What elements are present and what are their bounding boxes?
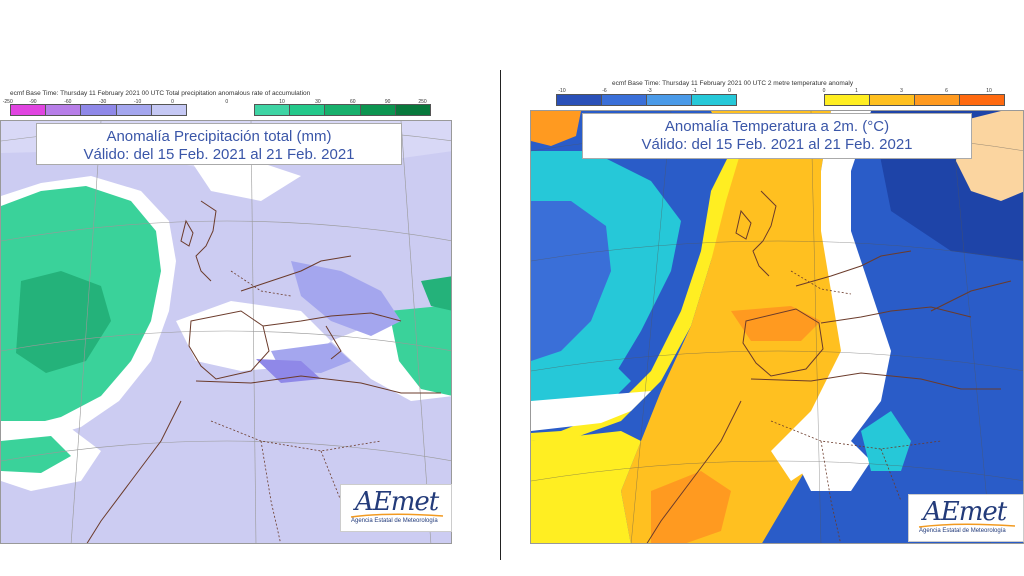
- colorbar-swatch: [646, 94, 692, 106]
- precipitation-map: [0, 120, 452, 544]
- tick: -10: [558, 88, 566, 94]
- logo-subtitle: Agencia Estatal de Meteorología: [351, 518, 438, 524]
- tick: -1: [692, 88, 697, 94]
- tick: -10: [134, 99, 142, 105]
- tick: 30: [315, 99, 321, 105]
- logo-wordmark: AEmet: [355, 487, 439, 517]
- precip-title-line2: Válido: del 15 Feb. 2021 al 21 Feb. 2021: [83, 146, 355, 163]
- logo-subtitle: Agencia Estatal de Meteorología: [919, 528, 1006, 534]
- precip-colorbar-positive: [254, 104, 432, 116]
- temperature-map: [530, 110, 1024, 544]
- logo-swoosh-icon: [350, 513, 444, 518]
- colorbar-swatch: [324, 104, 361, 116]
- tick: -90: [29, 99, 37, 105]
- temp-colorbar-ticks-cold: -10 -6 -3 -1 0: [542, 88, 742, 94]
- temp-colorbar-cold: [556, 94, 737, 106]
- panel-divider: [500, 70, 501, 560]
- logo-wordmark: AEmet: [923, 497, 1007, 527]
- tick: 250: [418, 99, 427, 105]
- colorbar-swatch: [45, 104, 82, 116]
- colorbar-swatch: [601, 94, 647, 106]
- tick: 0: [822, 88, 826, 94]
- colorbar-swatch: [556, 94, 602, 106]
- tick: 0: [225, 99, 229, 105]
- aemet-logo: AEmet Agencia Estatal de Meteorología: [340, 484, 452, 532]
- colorbar-swatch: [115, 104, 152, 116]
- tick: 0: [728, 88, 731, 94]
- tick: 6: [945, 88, 948, 94]
- precip-title-line1: Anomalía Precipitación total (mm): [106, 128, 332, 145]
- tick: 10: [986, 88, 992, 94]
- colorbar-swatch: [359, 104, 396, 116]
- tick: -6: [602, 88, 607, 94]
- logo-swoosh-icon: [918, 523, 1016, 528]
- precip-map-title: Anomalía Precipitación total (mm) Válido…: [36, 123, 402, 165]
- temp-title-line1: Anomalía Temperatura a 2m. (°C): [664, 118, 890, 135]
- temperature-panel: ecmf Base Time: Thursday 11 February 202…: [502, 0, 1024, 576]
- temp-title-line2: Válido: del 15 Feb. 2021 al 21 Feb. 2021: [641, 136, 913, 153]
- temp-colorbar-caption: ecmf Base Time: Thursday 11 February 202…: [612, 80, 854, 87]
- colorbar-swatch: [959, 94, 1005, 106]
- tick: 60: [349, 99, 356, 105]
- tick: 0: [171, 99, 174, 105]
- tick: 90: [384, 99, 391, 105]
- colorbar-swatch: [824, 94, 870, 106]
- precip-colorbar-caption: ecmf Base Time: Thursday 11 February 202…: [10, 90, 311, 97]
- colorbar-swatch: [289, 104, 326, 116]
- precipitation-panel: ecmf Base Time: Thursday 11 February 202…: [0, 0, 500, 576]
- precip-colorbar-ticks: -250 -90 -60 -30 -10 0 0 10 30 60 90 250: [0, 99, 440, 105]
- tick: 1: [855, 88, 858, 94]
- colorbar-swatch: [150, 104, 188, 116]
- colorbar-swatch: [394, 104, 432, 116]
- aemet-logo: AEmet Agencia Estatal de Meteorología: [908, 494, 1024, 542]
- colorbar-swatch: [80, 104, 117, 116]
- tick: 10: [279, 99, 285, 105]
- colorbar-swatch: [254, 104, 291, 116]
- temp-colorbar-ticks-warm: 0 1 3 6 10: [814, 88, 1014, 94]
- colorbar-swatch: [869, 94, 915, 106]
- precip-colorbar-negative: [10, 104, 188, 116]
- tick: -250: [2, 99, 13, 105]
- tick: 3: [900, 88, 903, 94]
- colorbar-swatch: [10, 104, 47, 116]
- temp-map-title: Anomalía Temperatura a 2m. (°C) Válido: …: [582, 113, 972, 159]
- tick: -3: [647, 88, 652, 94]
- colorbar-swatch: [914, 94, 960, 106]
- tick: -30: [99, 99, 107, 105]
- temp-colorbar-warm: [824, 94, 1005, 106]
- colorbar-swatch: [691, 94, 737, 106]
- tick: -60: [64, 99, 72, 105]
